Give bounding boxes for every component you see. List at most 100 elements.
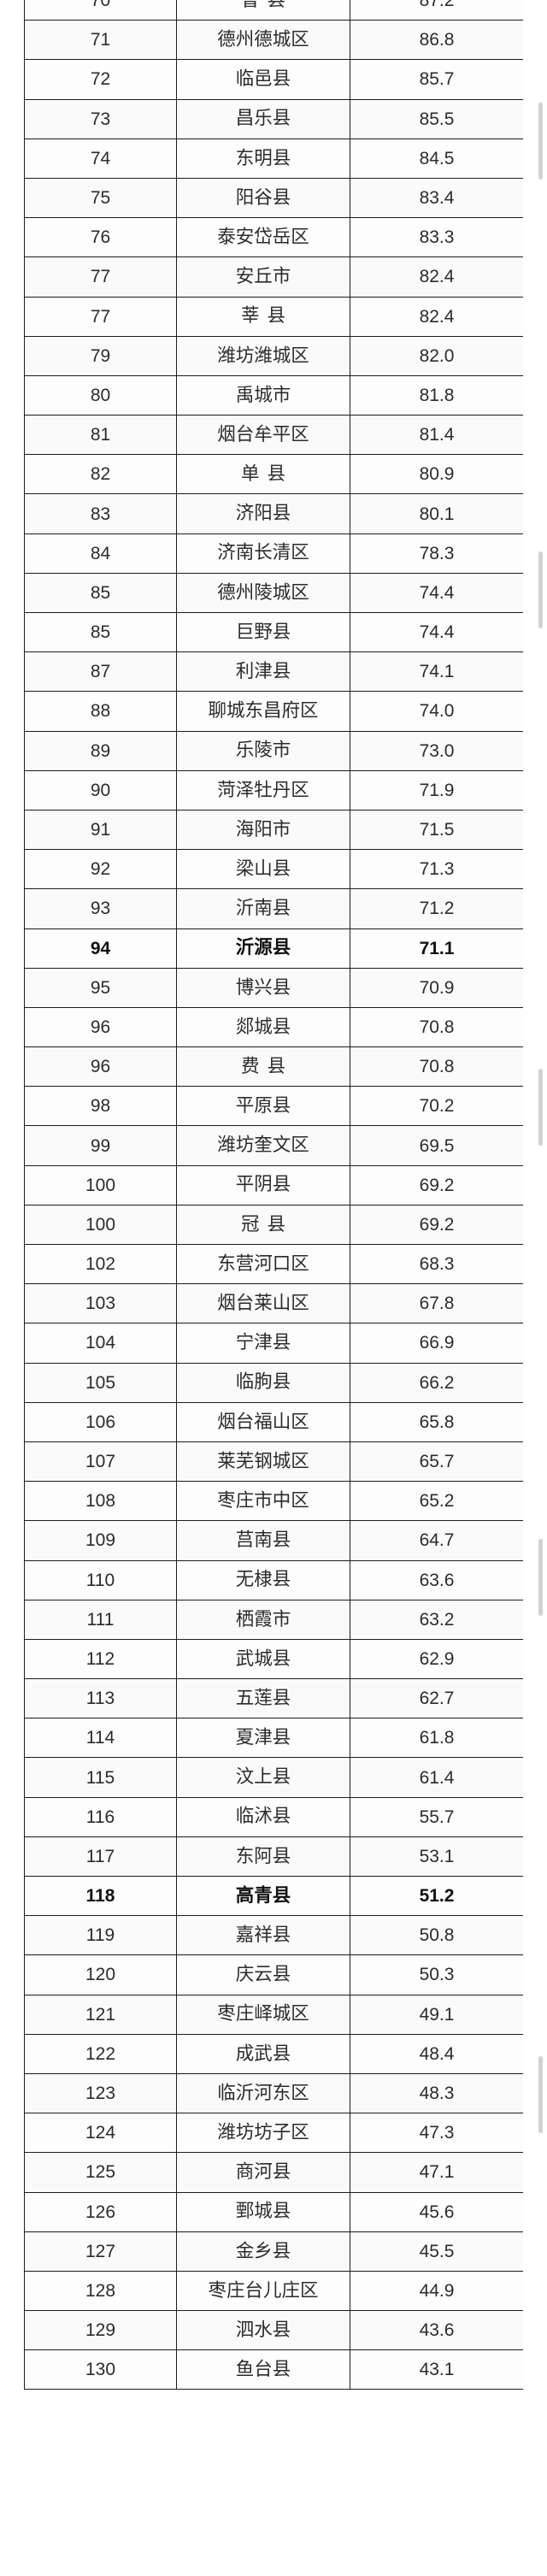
cell-value: 65.8 xyxy=(350,1401,524,1442)
cell-name: 东阿县 xyxy=(176,1836,350,1877)
cell-name: 武城县 xyxy=(176,1638,350,1680)
cell-value: 67.8 xyxy=(350,1283,524,1324)
cell-rank: 114 xyxy=(24,1718,177,1759)
cell-value: 84.5 xyxy=(350,138,524,179)
cell-name: 德州陵城区 xyxy=(176,572,350,614)
table-row: 102 东营河口区 68.3 xyxy=(24,1243,524,1285)
table-row: 77 安丘市 82.4 xyxy=(24,256,524,298)
cell-name: 枣庄台儿庄区 xyxy=(176,2270,350,2312)
page-gutter-left xyxy=(0,0,24,2576)
cell-name: 曹县 xyxy=(176,0,350,21)
table-row: 95 博兴县 70.9 xyxy=(24,967,524,1008)
table-row: 123 临沂河东区 48.3 xyxy=(24,2072,524,2114)
table-row: 89 乐陵市 73.0 xyxy=(24,730,524,771)
cell-value: 50.3 xyxy=(350,1954,524,1995)
cell-value: 81.8 xyxy=(350,374,524,416)
cell-rank: 115 xyxy=(24,1757,177,1798)
cell-rank: 74 xyxy=(24,138,177,179)
table-row: 81 烟台牟平区 81.4 xyxy=(24,415,524,456)
cell-name: 泗水县 xyxy=(176,2310,350,2351)
cell-rank: 75 xyxy=(24,177,177,219)
cell-value: 47.1 xyxy=(350,2152,524,2193)
cell-name: 高青县 xyxy=(176,1875,350,1917)
cell-name: 莱芜钢城区 xyxy=(176,1441,350,1483)
cell-name: 博兴县 xyxy=(176,967,350,1008)
table-row: 91 海阳市 71.5 xyxy=(24,809,524,851)
cell-rank: 82 xyxy=(24,454,177,495)
cell-rank: 92 xyxy=(24,849,177,890)
table-row: 117 东阿县 53.1 xyxy=(24,1836,524,1877)
scrollbar-thumb[interactable] xyxy=(538,551,543,628)
cell-value: 85.5 xyxy=(350,98,524,139)
table-row: 106 烟台福山区 65.8 xyxy=(24,1401,524,1442)
table-row: 87 利津县 74.1 xyxy=(24,651,524,693)
cell-rank: 81 xyxy=(24,415,177,456)
cell-name: 夏津县 xyxy=(176,1718,350,1759)
cell-name: 临邑县 xyxy=(176,59,350,100)
scrollbar-thumb[interactable] xyxy=(538,1069,543,1146)
table-row: 110 无棣县 63.6 xyxy=(24,1559,524,1600)
cell-rank: 87 xyxy=(24,651,177,693)
cell-name: 临朐县 xyxy=(176,1362,350,1403)
cell-value: 65.2 xyxy=(350,1481,524,1522)
cell-value: 62.9 xyxy=(350,1638,524,1680)
cell-name: 宁津县 xyxy=(176,1323,350,1364)
ranking-table-body: 70曹县87.271德州德城区86.872临邑县85.773昌乐县85.574东… xyxy=(24,0,524,2390)
cell-value: 70.8 xyxy=(350,1006,524,1048)
scrollbar-thumb[interactable] xyxy=(538,2056,543,2133)
table-row: 100 平阴县 69.2 xyxy=(24,1164,524,1205)
table-row: 120 庆云县 50.3 xyxy=(24,1954,524,1995)
cell-name: 昌乐县 xyxy=(176,98,350,139)
cell-name: 梁山县 xyxy=(176,849,350,890)
table-row: 98 平原县 70.2 xyxy=(24,1086,524,1127)
scrollbar-thumb[interactable] xyxy=(538,1539,543,1616)
cell-rank: 77 xyxy=(24,296,177,337)
cell-value: 82.4 xyxy=(350,296,524,337)
cell-name: 枣庄市中区 xyxy=(176,1481,350,1522)
cell-name: 金乡县 xyxy=(176,2231,350,2272)
table-row: 108 枣庄市中区 65.2 xyxy=(24,1481,524,1522)
cell-rank: 85 xyxy=(24,572,177,614)
scrollbar-thumb[interactable] xyxy=(538,103,543,180)
cell-rank: 112 xyxy=(24,1638,177,1680)
cell-name: 烟台莱山区 xyxy=(176,1283,350,1324)
table-row: 107 莱芜钢城区 65.7 xyxy=(24,1441,524,1483)
table-row: 127 金乡县 45.5 xyxy=(24,2231,524,2272)
cell-rank: 113 xyxy=(24,1678,177,1719)
table-row: 71 德州德城区 86.8 xyxy=(24,20,524,61)
table-row: 121 枣庄峄城区 49.1 xyxy=(24,1994,524,2035)
cell-value: 78.3 xyxy=(350,533,524,574)
table-row: 119 嘉祥县 50.8 xyxy=(24,1915,524,1956)
cell-rank: 122 xyxy=(24,2033,177,2074)
table-row: 74 东明县 84.5 xyxy=(24,138,524,179)
cell-value: 80.1 xyxy=(350,493,524,534)
cell-rank: 99 xyxy=(24,1125,177,1166)
cell-name: 巨野县 xyxy=(176,611,350,653)
table-row: 79 潍坊潍城区 82.0 xyxy=(24,335,524,376)
cell-name: 庆云县 xyxy=(176,1954,350,1995)
cell-name: 郯城县 xyxy=(176,1006,350,1048)
cell-rank: 130 xyxy=(24,2349,177,2390)
cell-name: 东明县 xyxy=(176,138,350,179)
cell-name: 临沭县 xyxy=(176,1796,350,1837)
cell-rank: 128 xyxy=(24,2270,177,2312)
cell-name: 沂南县 xyxy=(176,888,350,929)
cell-rank: 85 xyxy=(24,611,177,653)
cell-value: 44.9 xyxy=(350,2270,524,2312)
cell-name: 潍坊坊子区 xyxy=(176,2113,350,2154)
table-row: 104 宁津县 66.9 xyxy=(24,1323,524,1364)
cell-value: 45.5 xyxy=(350,2231,524,2272)
cell-rank: 88 xyxy=(24,691,177,732)
table-row: 124 潍坊坊子区 47.3 xyxy=(24,2113,524,2154)
cell-rank: 129 xyxy=(24,2310,177,2351)
cell-value: 74.4 xyxy=(350,611,524,653)
table-row: 125 商河县 47.1 xyxy=(24,2152,524,2193)
table-row: 96 郯城县 70.8 xyxy=(24,1006,524,1048)
cell-value: 69.2 xyxy=(350,1204,524,1246)
cell-name: 无棣县 xyxy=(176,1559,350,1600)
cell-value: 74.0 xyxy=(350,691,524,732)
cell-rank: 77 xyxy=(24,256,177,298)
cell-value: 48.4 xyxy=(350,2033,524,2074)
